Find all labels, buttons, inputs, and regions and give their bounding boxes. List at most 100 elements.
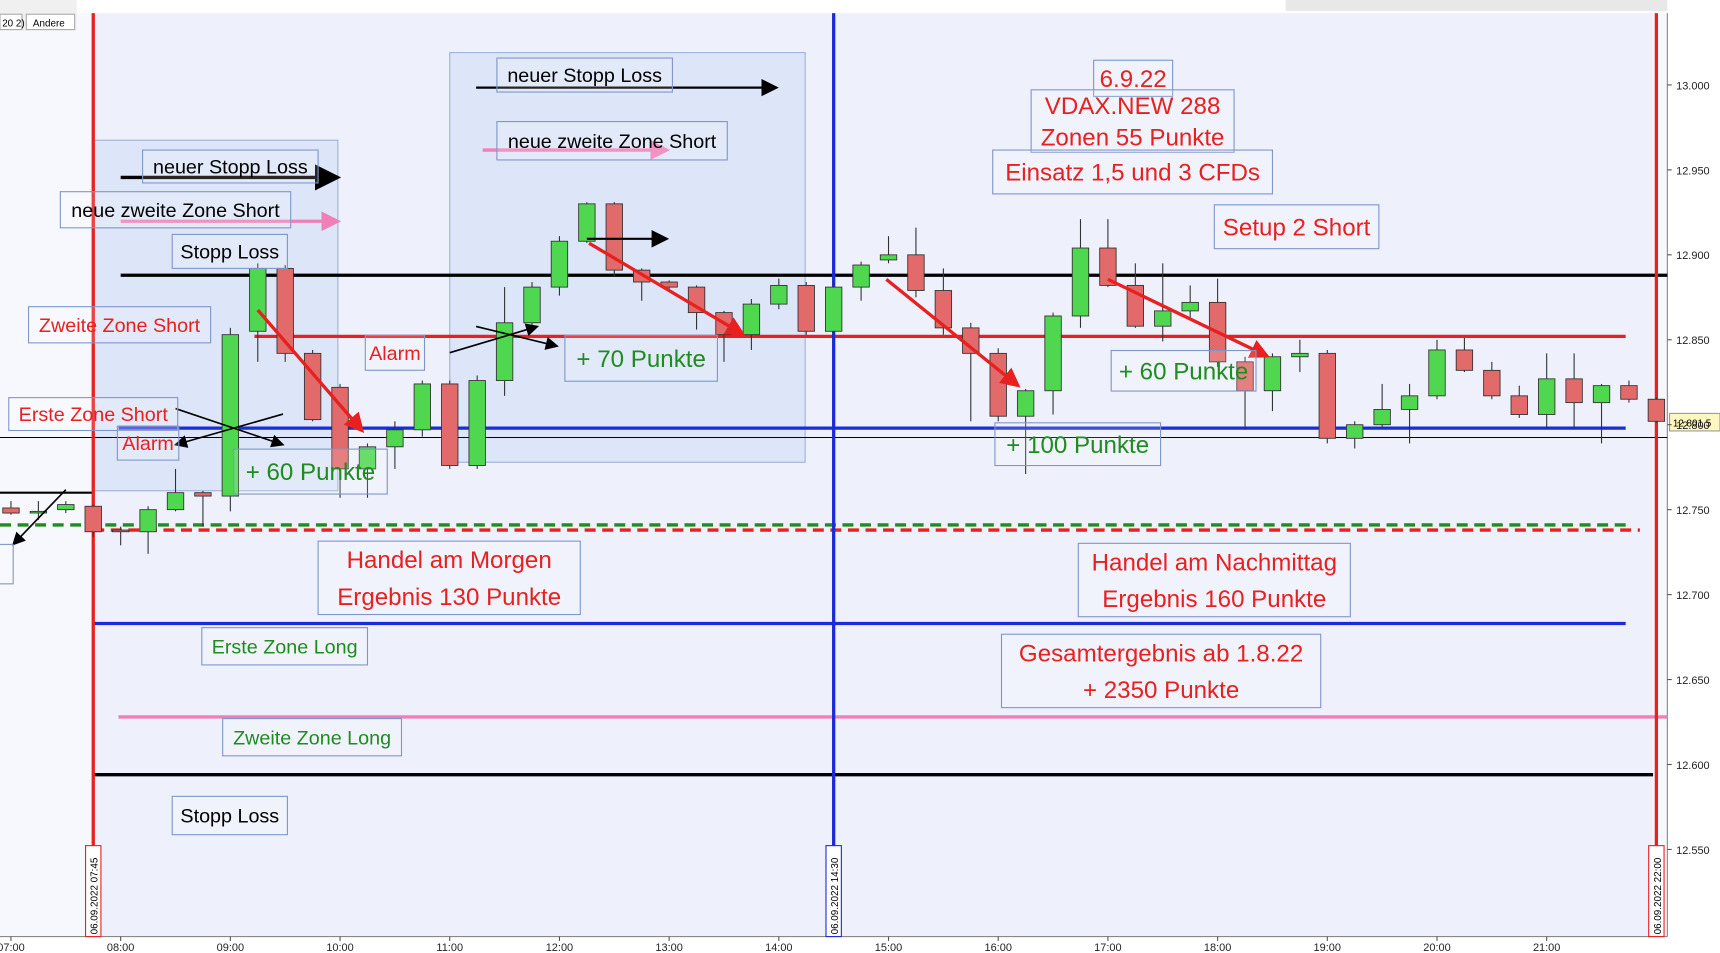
annotation-box [1213, 204, 1380, 250]
annotation-text: + 70 Punkte [576, 346, 705, 373]
annotation-text: 6.9.22 [1100, 66, 1167, 93]
toolbar-button[interactable] [0, 13, 23, 31]
candle-body [1044, 315, 1062, 392]
candle-body [605, 203, 623, 271]
x-tick-label: 14:00 [765, 942, 792, 953]
candle-body [1538, 378, 1556, 415]
candle-body [1016, 390, 1035, 417]
arrow [449, 323, 540, 354]
candle-body [1565, 378, 1583, 404]
candle-body [879, 254, 898, 261]
candle-body [221, 334, 240, 497]
annotation-box [992, 149, 1273, 195]
annotation-text: neuer Stopp Loss [507, 65, 662, 87]
annotation-text: Stopp Loss [180, 806, 279, 828]
annotation-text: neue zweite Zone Short [508, 131, 717, 153]
y-tick-label: 12.800 [1676, 420, 1710, 432]
y-tick-label: 12.950 [1676, 165, 1710, 177]
candle-body [578, 203, 596, 242]
annotation-box [201, 627, 369, 666]
candle-body [1620, 385, 1638, 400]
annotation-box [142, 149, 319, 184]
candle-body [468, 380, 486, 466]
candle-body [989, 352, 1007, 417]
candle-body [84, 505, 102, 533]
candle-body [1373, 408, 1391, 426]
annotation-box [1110, 349, 1257, 392]
candle-body [1318, 352, 1336, 439]
candle-body [1154, 310, 1172, 327]
annotation-box [27, 306, 212, 344]
zone-box [92, 139, 339, 492]
candle-body [934, 290, 953, 329]
marker-label: 06.09.2022 07:45 [90, 857, 101, 934]
x-tick-label: 17:00 [1094, 942, 1121, 953]
x-tick-label: 07:00 [0, 942, 25, 953]
candle-body [2, 507, 20, 514]
candle-body [1455, 349, 1474, 371]
y-tick-label: 12.700 [1676, 590, 1710, 602]
x-tick-label: 13:00 [655, 942, 682, 953]
candle-body [523, 286, 541, 324]
annotation-text: Erste Zone Long [212, 636, 358, 658]
x-tick-label: 12:00 [546, 942, 573, 953]
candle-body [1071, 247, 1090, 317]
last-price-label: 12.801,5 [1673, 419, 1712, 430]
arrow [588, 241, 746, 336]
annotation-text: Alarm [122, 433, 174, 455]
candle-body [1263, 356, 1282, 392]
annotation-box [496, 57, 673, 93]
candle-body [907, 254, 925, 291]
annotation-text: Handel am Nachmittag [1092, 549, 1337, 576]
x-tick-label: 20:00 [1423, 942, 1450, 953]
x-tick-label: 11:00 [436, 942, 463, 953]
candle-body [57, 504, 75, 511]
annotation-box [1000, 633, 1322, 709]
annotation-text: neuer Stopp Loss [153, 157, 308, 179]
marker-label-box [825, 845, 842, 938]
marker-label-box [1648, 845, 1665, 938]
annotation-text: + 60 Punkte [1119, 358, 1248, 385]
annotation-text: Stopp Loss [180, 242, 279, 264]
candle-body [770, 284, 788, 305]
candle-body [550, 240, 569, 288]
annotation-box [222, 718, 403, 757]
y-tick-label: 12.750 [1676, 505, 1710, 517]
toolbar-text: Andere [33, 18, 65, 29]
candle-body [1181, 301, 1199, 312]
annotation-text: + 100 Punkte [1006, 432, 1149, 459]
annotation-text: neue zweite Zone Short [71, 200, 280, 222]
annotation-text: Ergebnis 130 Punkte [337, 584, 561, 611]
arrow [885, 278, 1021, 388]
candle-body [1510, 395, 1528, 415]
annotation-text: Zweite Zone Long [233, 727, 391, 749]
annotation-text: Alarm [369, 343, 421, 365]
candle-body [1346, 424, 1364, 439]
toolbar-button[interactable] [25, 13, 76, 31]
x-tick-label: 08:00 [107, 942, 134, 953]
annotation-box [317, 540, 581, 616]
candle-body [1400, 395, 1419, 410]
candle-body [413, 383, 431, 431]
candle-body [111, 529, 130, 533]
annotation-box [496, 121, 728, 161]
annotation-box [171, 233, 288, 269]
toolbar-text: 20 2) [2, 18, 25, 29]
annotation-text: Ergebnis 160 Punkte [1102, 586, 1326, 613]
candle-body [194, 492, 212, 497]
x-tick-label: 10:00 [326, 942, 353, 953]
annotation-box [1077, 542, 1351, 618]
arrow [475, 325, 559, 350]
candle-body [29, 510, 48, 514]
annotation-box [233, 448, 388, 495]
zone-box [449, 52, 806, 463]
y-tick-label: 12.600 [1676, 760, 1710, 772]
annotation-text: Zonen 55 Punkte [1041, 124, 1225, 151]
x-tick-label: 15:00 [875, 942, 902, 953]
annotation-text: Gesamtergebnis ab 1.8.22 [1019, 640, 1303, 667]
x-tick-label: 18:00 [1204, 942, 1231, 953]
marker-label: 06.09.2022 22:00 [1653, 857, 1664, 934]
annotation-box [994, 422, 1162, 467]
